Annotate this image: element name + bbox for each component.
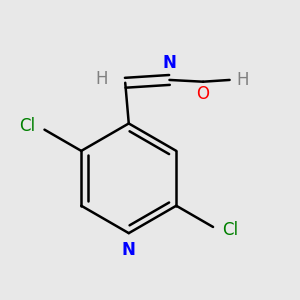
Text: Cl: Cl bbox=[222, 221, 238, 239]
Text: O: O bbox=[196, 85, 210, 103]
Text: N: N bbox=[163, 54, 176, 72]
Text: N: N bbox=[122, 241, 136, 259]
Text: H: H bbox=[237, 71, 249, 89]
Text: H: H bbox=[96, 70, 108, 88]
Text: Cl: Cl bbox=[20, 117, 36, 135]
